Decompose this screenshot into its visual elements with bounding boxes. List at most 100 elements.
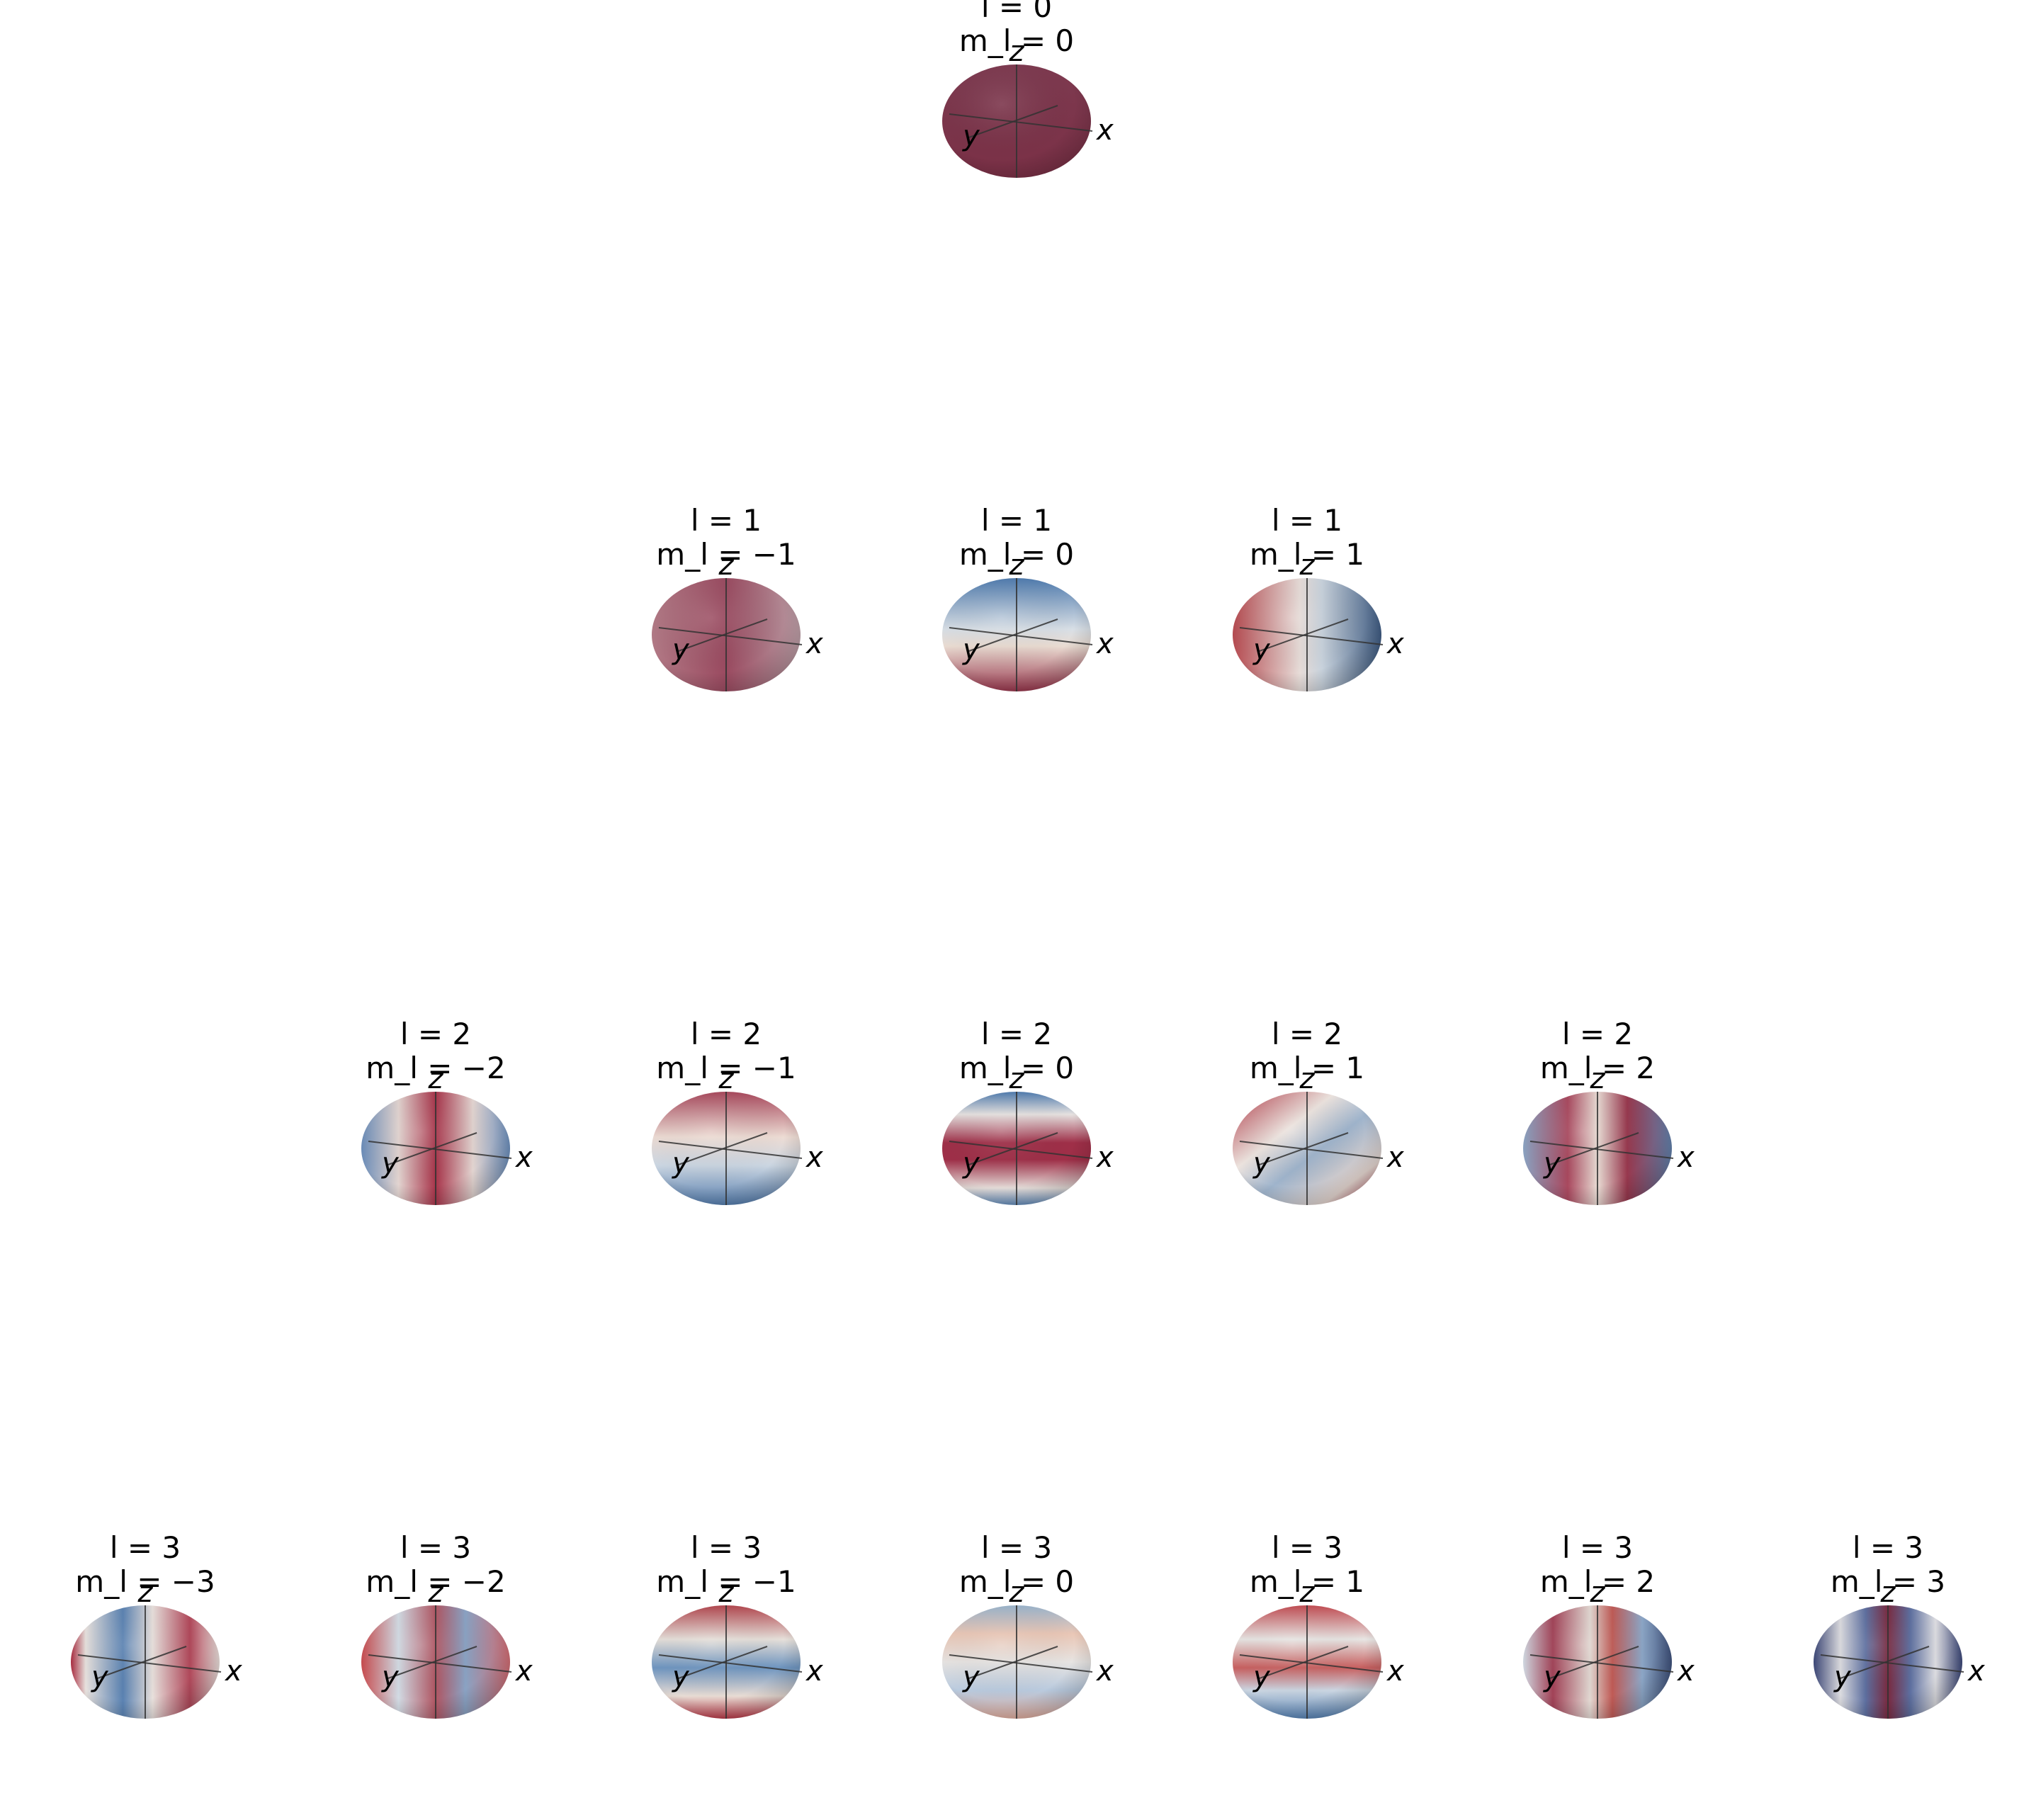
harmonic-sphere: z x y: [1523, 1063, 1695, 1205]
x-axis-line: [1529, 1141, 1674, 1159]
panel-title-l: l = 1: [980, 503, 1053, 538]
x-axis-label: x: [514, 1141, 533, 1174]
harmonic-sphere: z x y: [361, 1576, 533, 1719]
z-axis-label: z: [1880, 1576, 1896, 1609]
y-axis-label: y: [962, 1147, 980, 1180]
x-axis-line: [949, 627, 1093, 645]
harmonic-sphere: z x y: [942, 1063, 1114, 1205]
y-axis-label: y: [1833, 1661, 1852, 1693]
y-axis-line: [676, 1132, 768, 1166]
panel-title-m: m_l = 0: [958, 537, 1075, 572]
panel-title-l: l = 3: [1561, 1530, 1634, 1565]
x-axis-label: x: [805, 628, 823, 660]
panel-title-m: m_l = 1: [1249, 1564, 1365, 1599]
z-axis-label: z: [1009, 35, 1025, 68]
y-axis-line: [1257, 618, 1349, 652]
panel-title-l: l = 0: [980, 0, 1053, 24]
x-axis-line: [77, 1654, 222, 1673]
panel-title-m: m_l = 0: [958, 23, 1075, 58]
z-axis-label: z: [1299, 1063, 1316, 1095]
y-axis-line: [966, 1132, 1058, 1166]
panel-title-m: m_l = 0: [958, 1051, 1075, 1085]
panel-title-l: l = 2: [400, 1017, 472, 1051]
y-axis-label: y: [962, 120, 980, 152]
panel-title-m: m_l = −1: [656, 1564, 796, 1599]
z-axis-label: z: [718, 1063, 735, 1095]
panel-title-l: l = 1: [690, 503, 762, 538]
x-axis-label: x: [1967, 1655, 1985, 1688]
x-axis-line: [949, 113, 1093, 132]
x-axis-line: [1239, 1141, 1384, 1159]
y-axis-label: y: [1252, 633, 1271, 666]
panel-title-m: m_l = −1: [656, 537, 796, 572]
y-axis-label: y: [1543, 1147, 1561, 1180]
panel-title-m: m_l = −3: [75, 1564, 215, 1599]
x-axis-label: x: [1386, 628, 1404, 660]
panel-title-m: m_l = 3: [1830, 1564, 1946, 1599]
y-axis-label: y: [672, 1147, 690, 1180]
x-axis-line: [368, 1141, 512, 1159]
harmonic-sphere: z x y: [942, 549, 1114, 691]
z-axis-label: z: [1299, 1576, 1316, 1609]
x-axis-label: x: [1676, 1141, 1695, 1174]
x-axis-label: x: [805, 1655, 823, 1688]
y-axis-line: [1257, 1646, 1349, 1680]
x-axis-label: x: [224, 1655, 242, 1688]
panel-title-m: m_l = 1: [1249, 1051, 1365, 1085]
y-axis-line: [966, 105, 1058, 139]
panel-title-m: m_l = 0: [958, 1564, 1075, 1599]
z-axis-label: z: [718, 1576, 735, 1609]
y-axis-line: [385, 1132, 477, 1166]
panel-title-l: l = 2: [690, 1017, 762, 1051]
y-axis-line: [966, 1646, 1058, 1680]
harmonic-sphere: z x y: [652, 1063, 823, 1205]
x-axis-label: x: [1095, 1141, 1114, 1174]
y-axis-line: [1257, 1132, 1349, 1166]
x-axis-label: x: [1676, 1655, 1695, 1688]
y-axis-line: [676, 1646, 768, 1680]
harmonic-sphere: z x y: [361, 1063, 533, 1205]
harmonic-sphere: z x y: [1814, 1576, 1985, 1719]
y-axis-label: y: [1543, 1661, 1561, 1693]
panel-title-l: l = 3: [690, 1530, 762, 1565]
panel-title-l: l = 2: [980, 1017, 1053, 1051]
panel-title-l: l = 2: [1561, 1017, 1634, 1051]
panel-title-l: l = 3: [109, 1530, 181, 1565]
panel-title-m: m_l = −2: [366, 1051, 506, 1085]
x-axis-label: x: [1386, 1141, 1404, 1174]
harmonic-sphere: z x y: [942, 35, 1114, 178]
panel-title-l: l = 3: [1271, 1530, 1343, 1565]
harmonic-sphere: z x y: [1523, 1576, 1695, 1719]
harmonic-sphere: z x y: [652, 1576, 823, 1719]
y-axis-label: y: [1252, 1147, 1271, 1180]
y-axis-label: y: [1252, 1661, 1271, 1693]
z-axis-label: z: [718, 549, 735, 582]
y-axis-label: y: [672, 633, 690, 666]
panel-title-l: l = 3: [400, 1530, 472, 1565]
x-axis-label: x: [1095, 114, 1114, 147]
panel-title-l: l = 2: [1271, 1017, 1343, 1051]
panel-title-m: m_l = −2: [366, 1564, 506, 1599]
z-axis-label: z: [428, 1063, 444, 1095]
y-axis-line: [1838, 1646, 1930, 1680]
x-axis-label: x: [805, 1141, 823, 1174]
x-axis-label: x: [1095, 1655, 1114, 1688]
harmonic-sphere: z x y: [1233, 549, 1404, 691]
x-axis-line: [1529, 1654, 1674, 1673]
x-axis-label: x: [1095, 628, 1114, 660]
x-axis-line: [1820, 1654, 1964, 1673]
z-axis-label: z: [1590, 1063, 1606, 1095]
z-axis-label: z: [428, 1576, 444, 1609]
panel-title-m: m_l = 2: [1539, 1564, 1656, 1599]
x-axis-line: [1239, 1654, 1384, 1673]
panel-title-m: m_l = 2: [1539, 1051, 1656, 1085]
y-axis-line: [1547, 1646, 1639, 1680]
x-axis-line: [658, 1141, 803, 1159]
x-axis-line: [949, 1654, 1093, 1673]
y-axis-line: [1547, 1132, 1639, 1166]
z-axis-label: z: [1590, 1576, 1606, 1609]
x-axis-line: [658, 1654, 803, 1673]
harmonic-sphere: z x y: [71, 1576, 242, 1719]
x-axis-line: [1239, 627, 1384, 645]
